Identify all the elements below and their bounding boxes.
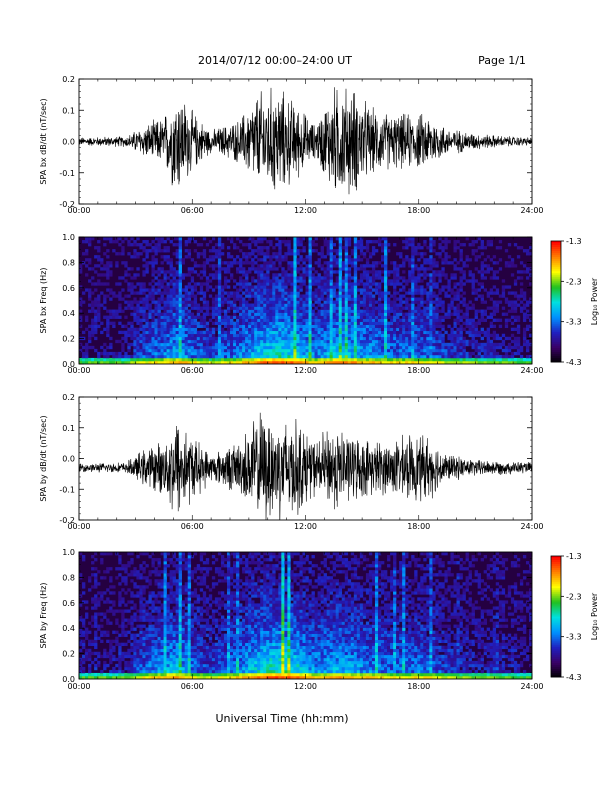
colorbar-tick-label: -3.3: [566, 633, 582, 642]
y-axis-label: SPA by Freq (Hz): [39, 583, 48, 649]
panel-4: -1.3 -2.3 -3.3 -4.3 Log₁₀ Power 0.0 0.2 0.4 0.6 0…: [39, 548, 599, 691]
x-tick-label: 00:00: [67, 522, 90, 531]
y-tick-label: 0.2: [62, 335, 75, 344]
colorbar-tick-label: -2.3: [566, 592, 582, 601]
colorbar-label: Log₁₀ Power: [590, 277, 599, 325]
x-tick-label: 18:00: [407, 522, 430, 531]
y-tick-label: 1.0: [62, 548, 75, 557]
y-tick-label: 0.0: [62, 138, 75, 147]
y-tick-label: 0.0: [62, 455, 75, 464]
y-tick-label: 0.4: [62, 309, 75, 318]
y-tick-label: 0.8: [62, 258, 75, 267]
x-tick-label: 24:00: [520, 682, 543, 691]
panel-1: -0.2 -0.1 0.0 0.1 0.2 00:00 06:00 12:00 18:00 24:…: [39, 75, 544, 215]
spectrogram-cells-4: [79, 552, 532, 679]
x-tick-label: 06:00: [181, 682, 204, 691]
x-tick-label: 00:00: [67, 682, 90, 691]
y-tick-label: 1.0: [62, 233, 75, 242]
x-tick-label: 06:00: [181, 366, 204, 375]
x-tick-label: 18:00: [407, 366, 430, 375]
x-tick-label: 12:00: [294, 522, 317, 531]
page-indicator: Page 1/1: [478, 54, 526, 67]
x-tick-label: 06:00: [181, 522, 204, 531]
y-tick-label: 0.0: [62, 360, 75, 369]
spectrogram-cells-2: [79, 237, 532, 364]
colorbar-tick-label: -4.3: [566, 358, 582, 367]
y-tick-label: -0.2: [59, 516, 75, 525]
y-tick-label: 0.0: [62, 675, 75, 684]
colorbar-tick-label: -4.3: [566, 673, 582, 682]
x-tick-label: 24:00: [520, 366, 543, 375]
y-tick-label: 0.8: [62, 573, 75, 582]
colorbar-2: -1.3 -2.3 -3.3 -4.3 Log₁₀ Power: [550, 237, 599, 367]
x-tick-label: 12:00: [294, 682, 317, 691]
y-axis-label: SPA bx dB/dt (nT/sec): [39, 98, 48, 184]
y-tick-label: -0.2: [59, 200, 75, 209]
colorbar-4: -1.3 -2.3 -3.3 -4.3 Log₁₀ Power: [550, 552, 599, 682]
y-tick-label: 0.1: [62, 424, 75, 433]
x-axis-label: Universal Time (hh:mm): [216, 712, 349, 725]
series-trace-3: [79, 412, 532, 520]
y-tick-label: 0.4: [62, 624, 75, 633]
x-tick-label: 12:00: [294, 206, 317, 215]
y-tick-label: 0.6: [62, 284, 75, 293]
panels: -0.2 -0.1 0.0 0.1 0.2 00:00 06:00 12:00 18:00 24:…: [39, 75, 599, 691]
y-axis-label: SPA by dB/dt (nT/sec): [39, 415, 48, 501]
date-range-title: 2014/07/12 00:00–24:00 UT: [198, 54, 352, 67]
colorbar-label: Log₁₀ Power: [590, 592, 599, 640]
x-tick-label: 00:00: [67, 366, 90, 375]
panel-3: -0.2 -0.1 0.0 0.1 0.2 00:00 06:00 12:00 18:00 24:…: [39, 393, 544, 531]
x-tick-label: 12:00: [294, 366, 317, 375]
y-tick-label: 0.1: [62, 106, 75, 115]
y-tick-label: -0.1: [59, 485, 75, 494]
y-tick-label: -0.1: [59, 169, 75, 178]
colorbar-tick-label: -1.3: [566, 552, 582, 561]
y-tick-label: 0.2: [62, 75, 75, 84]
y-tick-label: 0.6: [62, 599, 75, 608]
y-tick-label: 0.2: [62, 650, 75, 659]
x-tick-label: 18:00: [407, 682, 430, 691]
x-tick-label: 06:00: [181, 206, 204, 215]
y-tick-label: 0.2: [62, 393, 75, 402]
colorbar-tick-label: -1.3: [566, 237, 582, 246]
colorbar-tick-label: -3.3: [566, 318, 582, 327]
x-tick-label: 18:00: [407, 206, 430, 215]
series-trace-1: [79, 87, 532, 195]
x-tick-label: 24:00: [520, 206, 543, 215]
colorbar-tick-label: -2.3: [566, 277, 582, 286]
x-tick-label: 24:00: [520, 522, 543, 531]
panel-2: -1.3 -2.3 -3.3 -4.3 Log₁₀ Power 0.0 0.2 0.4 0.6 0…: [39, 233, 599, 375]
y-axis-label: SPA bx Freq (Hz): [39, 268, 48, 334]
x-tick-label: 00:00: [67, 206, 90, 215]
